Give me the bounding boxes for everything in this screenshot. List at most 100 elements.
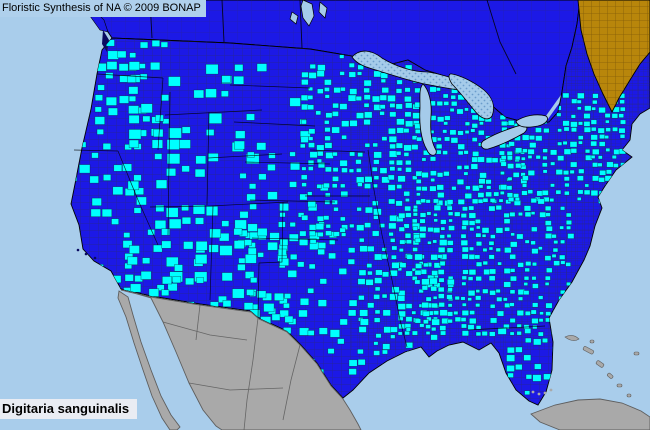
county-cell [534,363,542,370]
county-cell [233,228,243,236]
county-cell [244,239,252,246]
county-cell [549,198,555,203]
county-cell [108,107,118,116]
county-cell [463,165,470,170]
county-cell [538,295,544,300]
county-cell [468,205,475,211]
county-cell [403,144,412,152]
county-cell [489,198,496,203]
county-cell [606,161,614,168]
county-cell [475,261,483,267]
county-cell [127,180,140,191]
county-cell [447,211,454,216]
county-cell [150,62,161,71]
county-cell [301,79,309,86]
county-cell [421,186,428,192]
county-cell [436,137,442,142]
county-cell [464,107,469,112]
county-cell [535,127,542,133]
county-cell [506,155,513,161]
county-cell [570,114,576,119]
county-cell [598,177,605,183]
county-cell [507,120,515,126]
county-cell [103,174,112,181]
county-cell [456,108,464,115]
county-cell [461,323,467,329]
county-cell [498,150,505,156]
county-cell [447,240,454,246]
county-cell [436,172,444,178]
county-cell [469,227,475,232]
county-cell [433,227,441,234]
county-cell [279,203,289,212]
county-cell [518,212,523,217]
county-cell [309,151,318,159]
county-cell [165,207,179,218]
county-cell [307,191,313,196]
cuba-island [530,398,650,430]
county-cell [106,61,118,70]
county-cell [415,186,422,191]
county-cell [544,220,552,226]
county-cell [415,179,422,184]
county-cell [403,152,410,157]
county-cell [299,238,309,246]
county-cell [406,239,412,245]
county-cell [96,128,104,135]
county-cell [431,270,439,276]
county-cell [166,153,181,165]
county-cell [460,213,467,219]
county-cell [535,155,541,160]
county-cell [373,159,380,165]
county-cell [419,226,427,232]
county-cell [128,114,140,124]
county-cell [438,246,446,253]
county-cell [425,296,432,302]
county-cell [166,168,177,177]
county-cell [140,103,153,114]
baja-california [117,290,181,430]
county-cell [329,329,340,338]
county-cell [482,197,489,203]
county-cell [456,178,465,185]
county-cell [590,119,597,125]
county-cell [577,135,584,140]
county-cell [592,175,600,182]
county-cell [419,212,427,218]
county-cell [309,238,317,244]
county-cell [552,247,559,253]
county-cell [167,283,178,292]
county-cell [618,113,624,118]
county-cell [364,143,371,148]
county-cell [195,155,207,165]
county-cell [460,296,466,301]
county-cell [421,172,429,178]
county-cell [471,114,479,121]
county-cell [405,167,412,173]
county-cell [539,311,544,316]
county-cell [461,302,467,307]
county-cell [485,191,492,198]
county-cell [550,149,558,156]
county-cell [523,282,529,286]
county-cell [545,233,553,239]
county-cell [388,232,394,237]
county-cell [604,135,609,139]
county-cell [166,256,179,267]
county-cell [493,191,500,197]
county-cell [284,293,292,299]
county-cell [592,99,598,105]
county-cell [221,75,231,83]
county-cell [521,134,530,141]
county-cell [367,302,375,309]
county-cell [105,72,114,79]
county-cell [323,182,330,189]
county-cell [433,218,438,223]
county-cell [318,327,328,335]
county-cell [185,277,195,286]
county-cell [366,263,373,268]
county-cell [151,40,161,47]
county-cell [324,199,331,205]
county-cell [527,170,535,176]
county-cell [454,295,460,301]
